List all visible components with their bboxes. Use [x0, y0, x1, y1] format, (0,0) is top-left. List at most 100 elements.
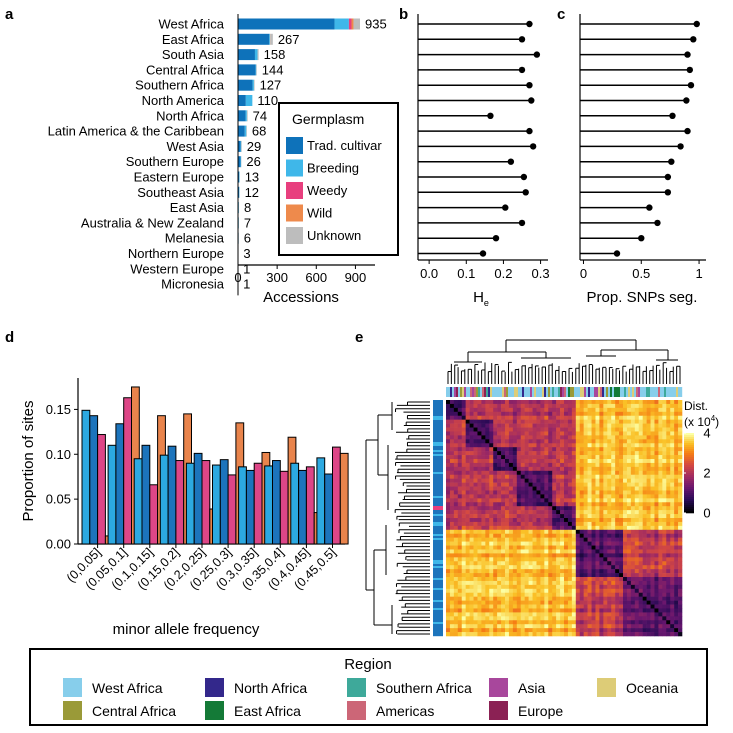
heatmap-cell: [619, 514, 624, 519]
bar-total-label: 68: [252, 124, 266, 139]
heatmap-cell: [595, 411, 600, 417]
maf-bar: [97, 434, 106, 545]
heatmap-cell: [548, 498, 553, 503]
heatmap-cell: [615, 419, 620, 424]
heatmap-cell: [485, 470, 490, 476]
heatmap-cell: [461, 569, 466, 574]
panel-d-y-axis-title: Proportion of sites: [20, 401, 37, 522]
heatmap-cell: [520, 588, 525, 594]
heatmap-cell: [524, 510, 529, 515]
heatmap-cell: [638, 604, 643, 609]
heatmap-cell: [623, 455, 628, 460]
heatmap-cell: [626, 565, 632, 570]
heatmap-cell: [607, 537, 612, 542]
heatmap-cell: [473, 604, 478, 609]
heatmap-cell: [508, 569, 514, 574]
heatmap-cell: [481, 565, 486, 570]
heatmap-cell: [477, 549, 482, 554]
heatmap-cell: [516, 411, 522, 417]
region-strip-cell: [528, 387, 531, 397]
region-strip-cell: [433, 510, 443, 513]
heatmap-cell: [493, 608, 498, 613]
heatmap-cell: [548, 494, 553, 499]
maf-bar: [316, 457, 326, 545]
heatmap-cell: [599, 525, 604, 531]
heatmap-cell: [567, 506, 573, 511]
heatmap-cell: [599, 462, 604, 468]
heatmap-cell: [634, 459, 640, 464]
heatmap-cell: [623, 620, 628, 625]
heatmap-cell: [548, 486, 553, 491]
heatmap-cell: [532, 462, 537, 468]
heatmap-cell: [678, 592, 683, 597]
heatmap-cell: [674, 561, 679, 566]
heatmap-cell: [520, 427, 525, 432]
heatmap-cell: [485, 494, 490, 499]
heatmap-cell: [575, 403, 581, 409]
heatmap-cell: [453, 451, 459, 456]
heatmap-cell: [485, 588, 490, 594]
heatmap-cell: [516, 498, 522, 503]
heatmap-cell: [493, 592, 498, 597]
heatmap-cell: [583, 518, 588, 523]
heatmap-cell: [587, 565, 592, 570]
heatmap-cell: [508, 577, 514, 582]
heatmap-cell: [544, 478, 549, 483]
heatmap-cell: [501, 502, 506, 507]
heatmap-cell: [571, 455, 577, 460]
heatmap-cell: [658, 459, 663, 464]
heatmap-cell: [485, 474, 490, 479]
heatmap-cell: [626, 580, 632, 586]
heatmap-cell: [497, 557, 502, 562]
heatmap-cell: [611, 423, 616, 428]
heatmap-cell: [493, 486, 498, 491]
heatmap-cell: [528, 608, 533, 613]
heatmap-cell: [654, 400, 659, 405]
heatmap-cell: [453, 529, 459, 535]
heatmap-cell: [465, 573, 470, 578]
heatmap-cell: [532, 431, 537, 436]
heatmap-cell: [603, 541, 608, 546]
heatmap-cell: [654, 549, 659, 554]
heatmap-cell: [674, 455, 679, 460]
heatmap-cell: [520, 573, 525, 578]
heatmap-cell: [591, 632, 596, 637]
heatmap-cell: [465, 400, 470, 405]
heatmap-cell: [564, 628, 569, 633]
heatmap-cell: [469, 518, 474, 523]
heatmap-cell: [579, 553, 584, 558]
heatmap-cell: [516, 624, 522, 629]
heatmap-cell: [465, 494, 470, 499]
region-strip-cell: [433, 540, 443, 543]
heatmap-cell: [634, 573, 640, 578]
heatmap-cell: [607, 573, 612, 578]
heatmap-cell: [619, 569, 624, 574]
heatmap-cell: [473, 525, 478, 531]
heatmap-cell: [524, 569, 529, 574]
heatmap-cell: [595, 462, 600, 468]
heatmap-cell: [650, 533, 655, 538]
heatmap-cell: [650, 486, 655, 491]
heatmap-cell: [449, 435, 455, 440]
heatmap-cell: [564, 447, 569, 452]
heatmap-cell: [575, 573, 581, 578]
maf-bar: [167, 445, 177, 545]
heatmap-cell: [599, 608, 604, 613]
lollipop-point: [533, 51, 541, 58]
heatmap-cell: [508, 521, 514, 527]
heatmap-cell: [560, 561, 565, 566]
heatmap-cell: [603, 482, 608, 487]
heatmap-cell: [477, 553, 482, 558]
heatmap-cell: [552, 592, 557, 597]
heatmap-cell: [446, 628, 451, 633]
heatmap-cell: [473, 580, 478, 586]
heatmap-cell: [646, 423, 651, 428]
region-strip-cell: [672, 387, 675, 397]
heatmap-cell: [599, 510, 604, 515]
heatmap-cell: [477, 415, 482, 420]
heatmap-cell: [626, 541, 632, 546]
heatmap-cell: [603, 443, 608, 448]
bar-segment: [334, 18, 349, 30]
heatmap-cell: [607, 616, 612, 621]
heatmap-cell: [524, 459, 529, 464]
